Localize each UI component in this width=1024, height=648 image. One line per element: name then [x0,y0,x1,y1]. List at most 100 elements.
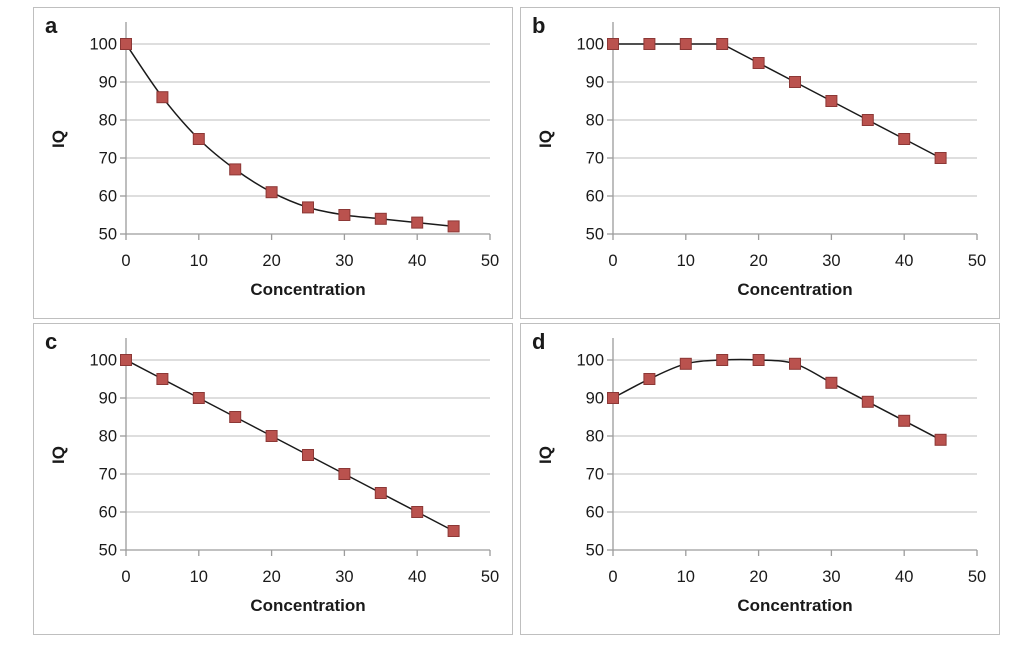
x-tick-label: 40 [408,252,426,270]
data-point-marker [789,357,801,370]
x-axis-title: Concentration [250,596,365,615]
y-tick-label: 100 [576,352,604,370]
y-gridlines [126,359,490,513]
x-tick-label: 30 [335,568,353,586]
panel-letter-c: c [45,329,58,354]
x-tick-label: 0 [121,568,130,586]
y-axis: 50 60 70 80 90 100 [89,22,127,244]
data-point-marker [825,95,838,107]
y-tick-label: 70 [99,466,117,484]
x-axis: 0 10 20 30 40 50 [608,233,986,270]
data-point-marker [156,373,169,385]
data-point-marker [338,468,351,480]
series-markers [607,38,947,164]
data-point-marker [898,414,911,427]
y-tick-label: 70 [586,466,604,484]
y-axis-title: IQ [49,130,68,148]
series-markers [607,354,947,446]
y-tick-label: 50 [99,226,117,244]
x-tick-label: 0 [608,252,617,270]
x-tick-label: 30 [335,252,353,270]
x-tick-label: 40 [408,568,426,586]
data-point-marker [192,133,205,145]
plot-area-d: 50 60 70 80 90 100 0 10 20 30 40 50 Concentration IQ [536,338,986,615]
x-tick-label: 50 [481,252,499,270]
x-tick-label: 50 [968,252,986,270]
data-point-marker [156,91,169,104]
x-tick-label: 10 [190,252,208,270]
data-point-marker [861,114,874,126]
data-point-marker [607,392,619,404]
plot-area-c: 50 60 70 80 90 100 0 10 20 30 40 50 Concentration IQ [49,338,499,615]
y-gridlines [613,359,977,513]
data-point-marker [643,373,656,385]
x-tick-label: 20 [749,252,767,270]
series-line [125,359,454,532]
y-tick-label: 50 [586,226,604,244]
x-axis-title: Concentration [737,596,852,615]
data-point-marker [229,163,242,176]
x-tick-label: 30 [822,568,840,586]
data-point-marker [643,38,656,50]
panel-letter-d: d [532,329,546,354]
data-point-marker [447,525,460,537]
y-gridlines [613,43,977,197]
y-tick-label: 60 [586,504,604,522]
y-tick-label: 80 [99,428,117,446]
x-tick-label: 20 [262,568,280,586]
y-tick-label: 70 [586,150,604,168]
x-tick-label: 50 [968,568,986,586]
plot-area-a: 50 60 70 80 90 100 0 10 20 30 40 50 Concentration IQ [49,22,499,299]
chart-panel-b: 50 60 70 80 90 100 0 10 20 30 40 50 Concentration IQ … [520,7,1000,319]
data-point-marker [374,212,387,225]
data-point-marker [411,506,424,518]
data-point-marker [265,186,278,199]
x-tick-label: 40 [895,568,913,586]
data-point-marker [229,411,242,423]
y-tick-label: 90 [99,74,117,92]
data-point-marker [302,449,314,461]
data-point-marker [607,38,619,50]
y-tick-label: 100 [89,36,117,54]
data-point-marker [752,57,765,69]
x-tick-label: 20 [262,252,280,270]
data-point-marker [716,354,729,366]
y-tick-label: 90 [99,390,117,408]
data-point-marker [716,38,729,50]
y-tick-label: 70 [99,150,117,168]
x-tick-label: 10 [677,568,695,586]
x-axis-title: Concentration [737,280,852,299]
y-tick-label: 90 [586,74,604,92]
y-tick-label: 100 [576,36,604,54]
y-tick-label: 100 [89,352,117,370]
y-axis-title: IQ [536,130,555,148]
x-axis: 0 10 20 30 40 50 [121,549,499,586]
y-axis: 50 60 70 80 90 100 [576,338,614,560]
data-point-marker [825,376,838,389]
x-tick-label: 10 [677,252,695,270]
y-tick-label: 60 [586,188,604,206]
y-axis: 50 60 70 80 90 100 [89,338,127,560]
data-point-marker [679,357,692,370]
data-point-marker [120,38,132,50]
y-tick-label: 80 [586,428,604,446]
x-tick-label: 20 [749,568,767,586]
data-point-marker [861,395,874,408]
data-point-marker [447,220,460,233]
x-tick-label: 0 [121,252,130,270]
y-gridlines [126,43,490,197]
series-line [125,43,454,228]
data-point-marker [411,216,424,229]
data-point-marker [934,433,947,446]
data-point-marker [265,430,278,442]
x-axis: 0 10 20 30 40 50 [121,233,499,270]
data-point-marker [934,152,947,164]
y-tick-label: 60 [99,188,117,206]
plot-area-b: 50 60 70 80 90 100 0 10 20 30 40 50 Concentration IQ [536,22,986,299]
y-tick-label: 80 [586,112,604,130]
data-point-marker [752,354,765,366]
data-point-marker [192,392,205,404]
x-tick-label: 40 [895,252,913,270]
data-point-marker [679,38,692,50]
chart-panel-d: 50 60 70 80 90 100 0 10 20 30 40 50 Concentration IQ … [520,323,1000,635]
